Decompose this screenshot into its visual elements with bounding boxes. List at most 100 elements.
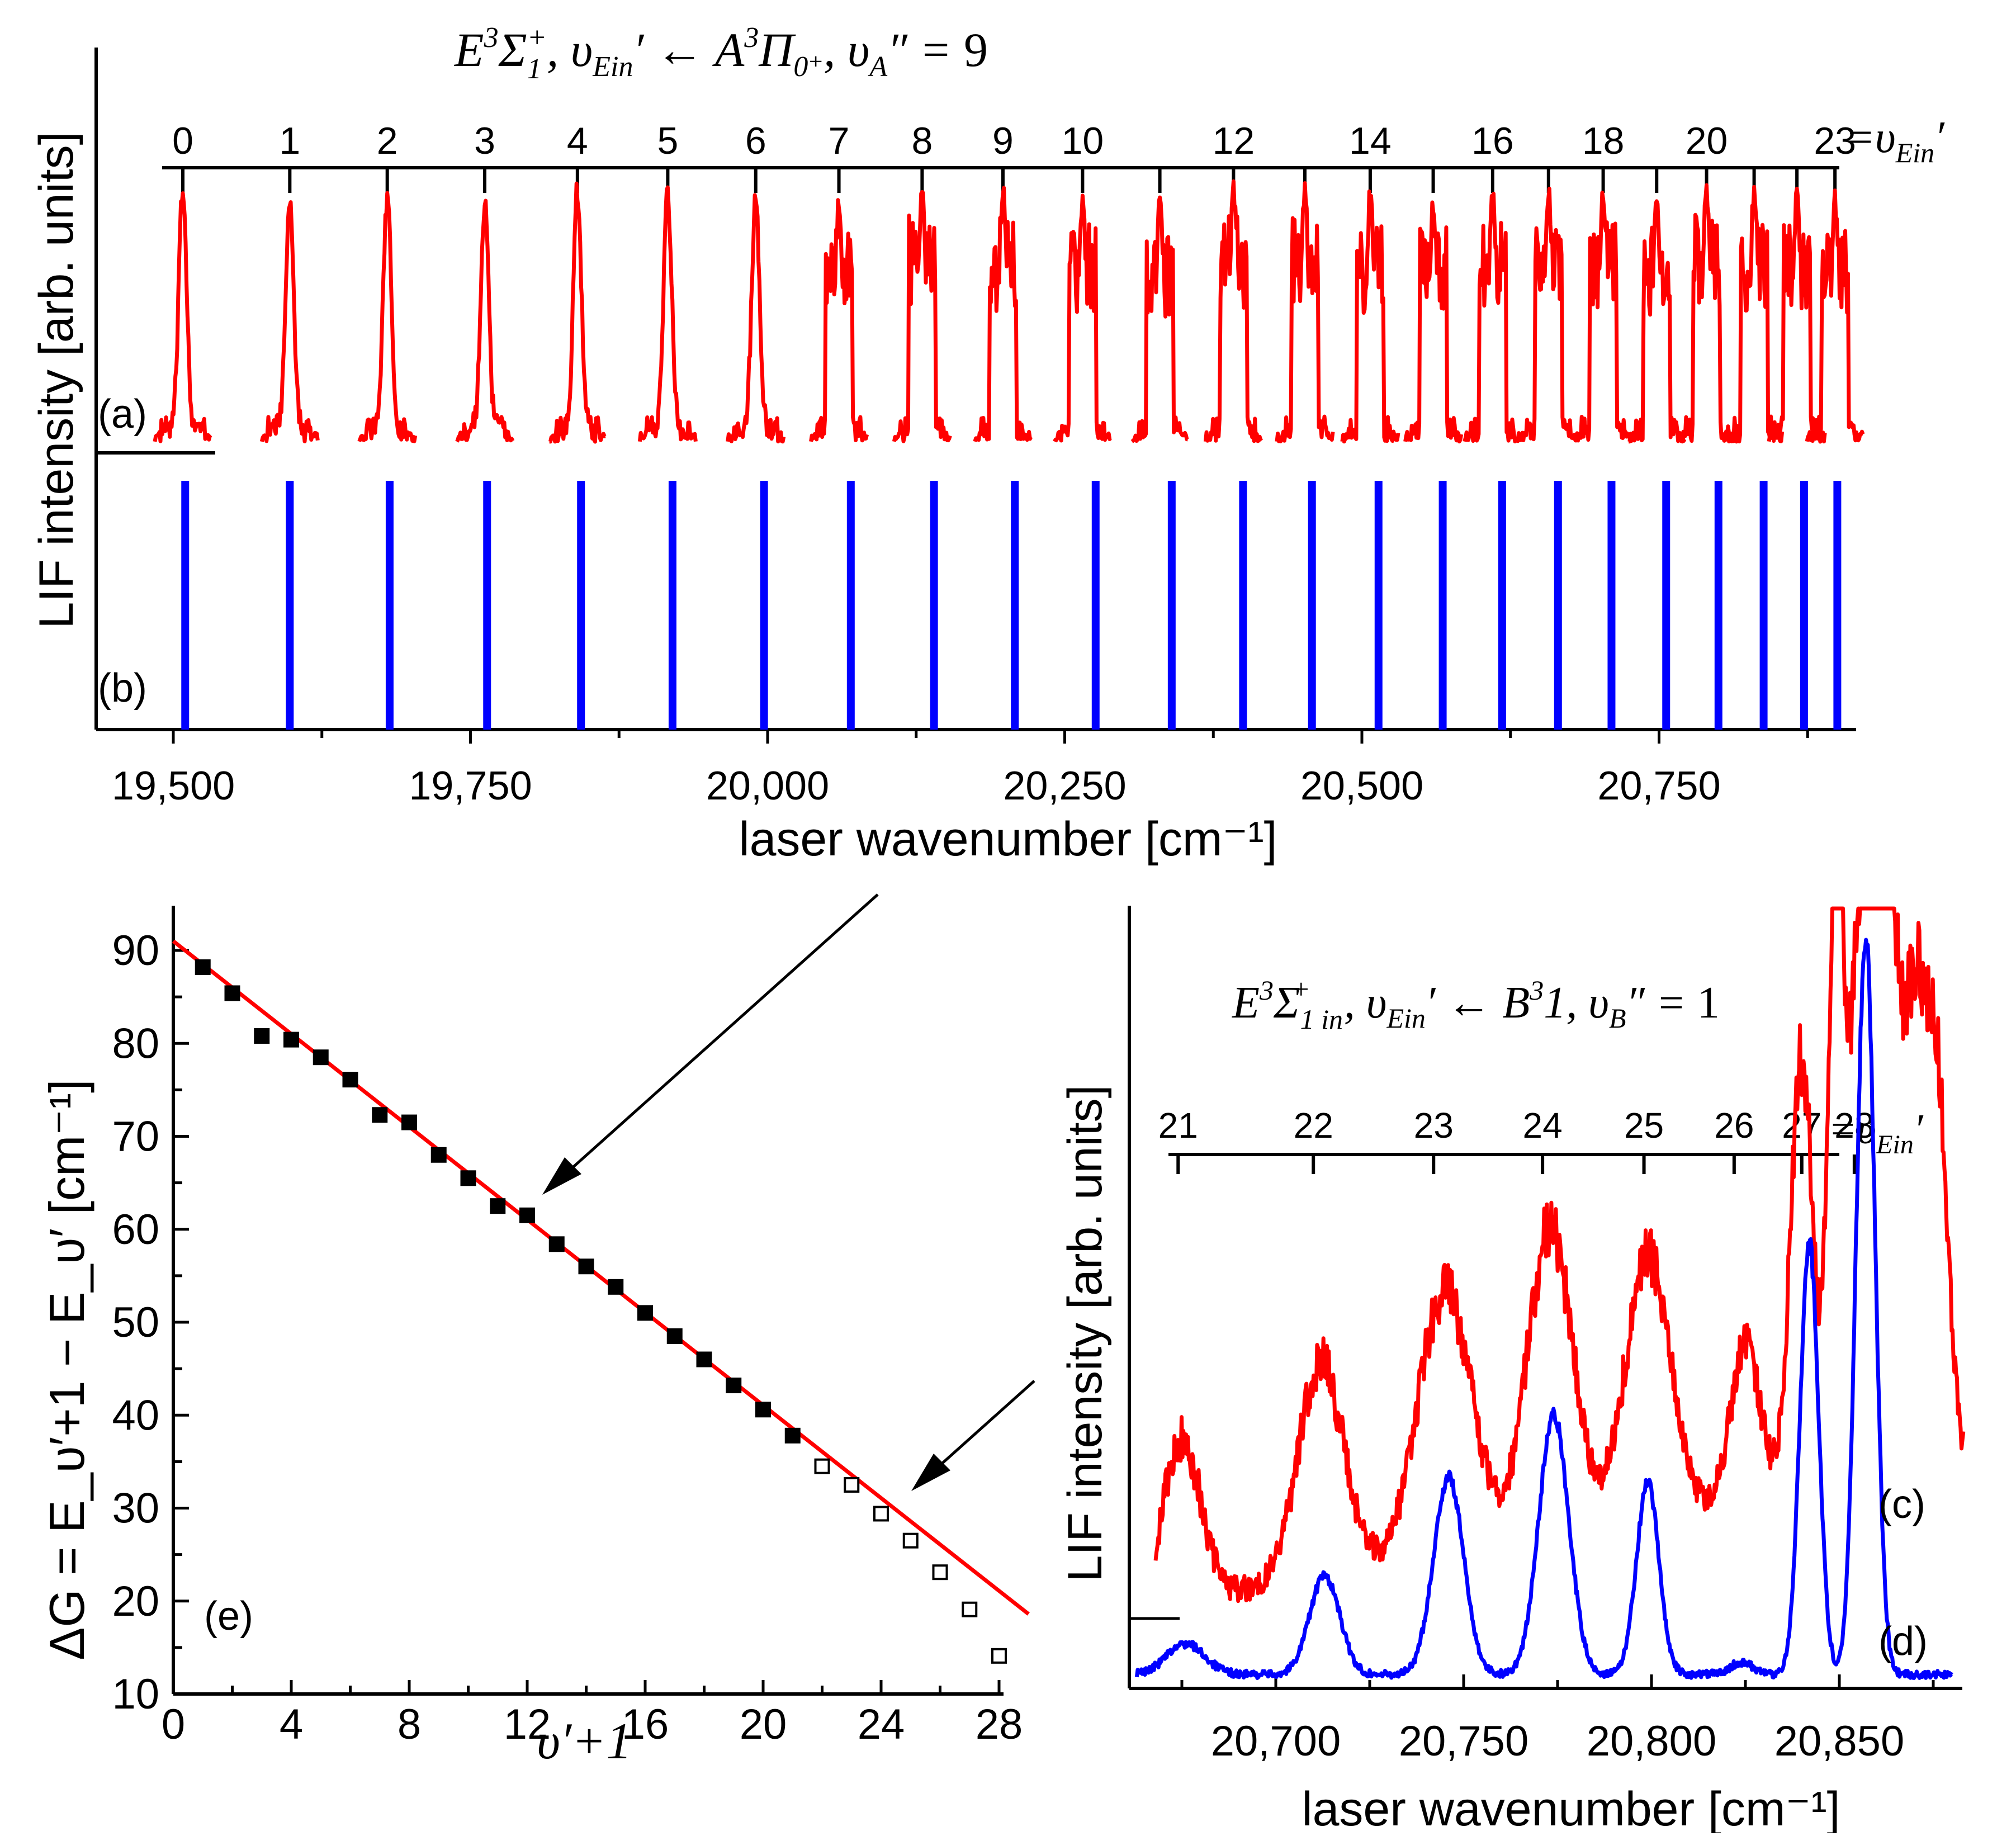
top-peak: [1724, 184, 1785, 444]
top-title: E3Σ1+, υEin′ ← A3Π0⁺, υA″ = 9: [453, 22, 988, 85]
connector-arrows: [542, 893, 1035, 1491]
cd-x-tick-label: 20,800: [1587, 1717, 1716, 1765]
e-point-filled: [755, 1402, 771, 1418]
top-peak: [259, 200, 320, 443]
e-y-tick-label: 30: [112, 1485, 159, 1532]
e-point-open: [932, 1564, 948, 1581]
top-peak: [892, 190, 952, 443]
e-point-filled: [372, 1107, 388, 1123]
top-peak: [1403, 200, 1464, 444]
top-assignment-label: 7: [829, 120, 850, 162]
e-y-tick-label: 40: [112, 1392, 159, 1439]
e-point-filled: [784, 1427, 801, 1444]
cd-xlabel: laser wavenumber [cm⁻¹]: [1302, 1782, 1840, 1833]
top-peak: [357, 191, 418, 443]
top-assignment-label: 5: [657, 120, 679, 162]
e-point-filled: [313, 1049, 329, 1066]
top-vibrational-assignment: 0 1 2 3 4 5 6 7 8 9 10 12 14 16 18 20 23=υEin′: [162, 113, 1945, 193]
top-peak: [1053, 193, 1112, 443]
top-peak: [637, 185, 698, 442]
top-assignment-label: 18: [1582, 120, 1625, 162]
cd-title: E3Σ1 in+, υEin′ ← B31, υB″ = 1: [1232, 973, 1720, 1035]
e-fit-line: [172, 939, 1030, 1616]
e-point-filled: [519, 1207, 535, 1223]
e-point-filled: [224, 985, 240, 1001]
top-assignment-label: 20: [1686, 120, 1728, 162]
e-x-tick-label: 4: [280, 1701, 303, 1748]
top-assignment-label: 0: [172, 120, 193, 162]
e-point-open: [962, 1601, 978, 1617]
cd-assignment-label: 21: [1158, 1105, 1198, 1146]
top-assignment-label: 23: [1814, 120, 1856, 162]
top-peak: [153, 191, 212, 443]
cd-assignment-label: 28: [1834, 1105, 1874, 1146]
top-x-tick-label: 20,500: [1300, 764, 1423, 808]
cd-spectrum-c: [1153, 906, 1966, 1603]
top-peak: [455, 198, 515, 443]
cd-assignment-symbol: =υEin′: [1828, 1106, 1924, 1160]
cd-x-tick-label: 20,850: [1774, 1717, 1904, 1765]
top-assignment-label: 4: [567, 120, 588, 162]
e-y-tick-label: 20: [112, 1578, 159, 1625]
e-point-filled: [696, 1351, 712, 1367]
e-point-filled: [490, 1198, 506, 1214]
e-y-tick-label: 50: [112, 1299, 159, 1346]
top-assignment-label: 8: [911, 120, 933, 162]
top-assignment-label: 16: [1471, 120, 1514, 162]
panel-cd-spectra: 20,700 20,750 20,800 20,850 21 22 23 24 25 26 27 28…: [1128, 906, 1966, 1765]
cd-assignment-label: 27: [1782, 1105, 1821, 1146]
e-point-open: [873, 1506, 889, 1522]
top-peak: [1203, 179, 1263, 443]
top-assignment-label: 14: [1349, 120, 1392, 162]
top-peak: [1573, 191, 1633, 443]
top-peak: [1767, 187, 1827, 444]
top-ylabel: LIF intensity [arb. units]: [30, 131, 83, 628]
panel-label-a: (a): [98, 392, 147, 437]
e-point-filled: [342, 1072, 358, 1088]
top-assignment-label: 10: [1062, 120, 1104, 162]
top-x-tick-label: 20,000: [706, 764, 829, 808]
e-point-filled: [548, 1236, 565, 1252]
e-point-filled: [726, 1378, 742, 1394]
top-assignment-label: 12: [1213, 120, 1255, 162]
e-point-filled: [195, 959, 211, 975]
top-xlabel: laser wavenumber [cm⁻¹]: [739, 812, 1277, 866]
e-point-filled: [283, 1031, 299, 1048]
e-point-open: [844, 1477, 860, 1493]
e-point-filled: [637, 1305, 653, 1321]
e-x-tick-label: 16: [622, 1701, 669, 1748]
panel-label-c: (c): [1878, 1482, 1925, 1527]
cd-assignment-label: 24: [1523, 1105, 1563, 1146]
cd-assignment-label: 22: [1294, 1105, 1333, 1146]
cd-spectrum-d: [1134, 938, 1953, 1680]
top-x-axis: 19,500 19,750 20,000 20,250 20,500 20,750: [112, 730, 1809, 808]
top-peak: [1340, 189, 1400, 444]
e-x-tick-label: 24: [858, 1701, 905, 1748]
e-point-filled: [578, 1258, 594, 1275]
cd-assignment-label: 23: [1414, 1105, 1454, 1146]
top-assignment-label: 2: [377, 120, 398, 162]
top-peak: [1805, 188, 1865, 443]
top-peak: [809, 198, 869, 443]
top-assignment-label: 3: [474, 120, 495, 162]
panel-label-d: (d): [1878, 1619, 1928, 1664]
panel-e-scatter: 10 20 30 40 50 60 70 80 90 0 4 8 12 16 20 24 28: [112, 906, 1030, 1748]
top-peak: [548, 181, 607, 444]
e-ylabel: ΔG = E_υ′+1 − E_υ′ [cm⁻¹]: [39, 1079, 94, 1660]
e-x-tick-label: 0: [162, 1701, 185, 1748]
e-x-tick-label: 8: [397, 1701, 421, 1748]
top-x-tick-label: 19,750: [409, 764, 532, 808]
e-point-open: [814, 1458, 830, 1474]
top-assignment-symbol: =υEin′: [1845, 113, 1945, 168]
top-simulated-sticks: [181, 481, 1842, 730]
e-y-tick-label: 80: [112, 1020, 159, 1067]
e-point-filled: [430, 1147, 447, 1163]
e-x-tick-label: 20: [740, 1701, 787, 1748]
top-peak: [726, 193, 786, 444]
top-peak: [1463, 192, 1523, 444]
e-point-open: [991, 1648, 1007, 1664]
top-assignment-label: 1: [279, 120, 300, 162]
cd-ylabel: LIF intensity [arb. units]: [1058, 1085, 1112, 1582]
top-peak: [973, 186, 1033, 442]
